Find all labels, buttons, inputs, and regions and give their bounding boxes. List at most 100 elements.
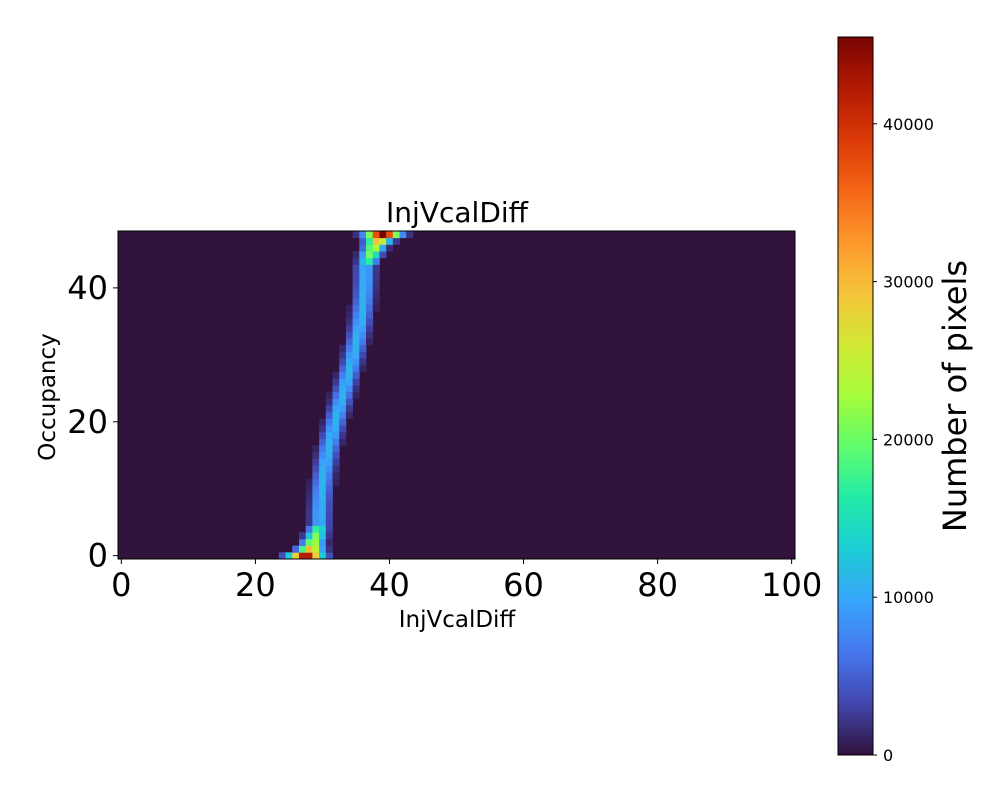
heatmap-cell xyxy=(332,431,340,439)
heatmap-cell xyxy=(325,471,333,480)
heatmap-cell xyxy=(372,244,380,252)
heatmap-cell xyxy=(332,378,340,386)
heatmap-cell xyxy=(305,505,313,513)
heatmap-cell xyxy=(345,351,354,359)
heatmap-cell xyxy=(339,418,347,426)
y-tick-label: 40 xyxy=(67,269,108,307)
heatmap-cell xyxy=(298,538,307,547)
heatmap-cell xyxy=(372,271,380,279)
heatmap-cell xyxy=(325,525,333,533)
heatmap-cell xyxy=(345,338,354,346)
heatmap-cell xyxy=(372,264,380,272)
heatmap-cell xyxy=(319,465,327,473)
heatmap-cell xyxy=(312,538,320,547)
heatmap-cell xyxy=(319,538,327,547)
heatmap-cell xyxy=(312,512,320,520)
heatmap-cell xyxy=(352,231,360,239)
heatmap-cell xyxy=(312,451,320,459)
heatmap-cell xyxy=(359,324,367,332)
heatmap-cell xyxy=(359,231,367,239)
heatmap-cell xyxy=(332,398,340,406)
heatmap-cell xyxy=(379,237,387,245)
heatmap-cell xyxy=(325,465,333,473)
heatmap-cell xyxy=(372,284,380,292)
heatmap-cell xyxy=(332,418,340,426)
heatmap-cell xyxy=(305,512,313,520)
heatmap-cell xyxy=(332,451,340,459)
y-tick-label: 20 xyxy=(67,403,108,441)
heatmap-cell xyxy=(305,532,313,540)
colorbar-tick-label: 30000 xyxy=(883,273,934,292)
x-axis-label: InjVcalDiff xyxy=(399,607,517,633)
colorbar-ticks: 0 10000 20000 30000 40000 xyxy=(873,115,934,765)
heatmap-cell xyxy=(386,237,394,245)
heatmap-cell xyxy=(319,545,327,553)
heatmap-cell xyxy=(298,552,307,560)
heatmap-cell xyxy=(319,438,327,446)
heatmap-cell xyxy=(359,331,367,339)
heatmap-cell xyxy=(312,485,320,493)
heatmap-cell xyxy=(359,338,367,346)
x-tick-label: 80 xyxy=(637,566,678,604)
heatmap-cell xyxy=(372,297,380,306)
heatmap-cell xyxy=(345,304,354,312)
x-tick-label: 20 xyxy=(235,566,276,604)
heatmap-cell xyxy=(325,398,333,406)
heatmap-cell xyxy=(366,318,374,326)
heatmap-cell xyxy=(292,545,300,553)
heatmap-cell xyxy=(325,518,333,526)
heatmap-cell xyxy=(345,364,354,372)
heatmap-cell xyxy=(352,384,360,393)
heatmap-cell xyxy=(319,505,327,513)
heatmap-cell xyxy=(372,304,380,312)
heatmap-cell xyxy=(339,411,347,419)
heatmap-cell xyxy=(339,364,347,372)
heatmap-cell xyxy=(366,251,374,259)
heatmap-cell xyxy=(352,378,360,386)
heatmap-cell xyxy=(345,398,354,406)
heatmap-cell xyxy=(406,231,414,239)
heatmap-cell xyxy=(319,451,327,459)
heatmap-cell xyxy=(386,231,394,239)
heatmap-cell xyxy=(312,478,320,486)
heatmap-cell xyxy=(366,237,374,245)
heatmap-cell xyxy=(305,552,313,560)
heatmap-cell xyxy=(325,478,333,486)
heatmap-cell xyxy=(312,471,320,480)
heatmap-cell xyxy=(366,324,374,332)
heatmap-cell xyxy=(325,458,333,466)
heatmap-cell xyxy=(325,391,333,399)
heatmap-cell xyxy=(359,344,367,352)
x-tick-label: 100 xyxy=(761,566,822,604)
heatmap-cell xyxy=(332,411,340,419)
y-axis-ticks: 0 20 40 xyxy=(67,269,118,575)
colorbar-tick-label: 10000 xyxy=(883,588,934,607)
heatmap-cell xyxy=(352,257,360,265)
heatmap-cell xyxy=(319,418,327,426)
heatmap-cell xyxy=(325,505,333,513)
heatmap-cell xyxy=(345,411,354,419)
heatmap-cell xyxy=(359,257,367,265)
heatmap-cell xyxy=(332,478,340,486)
heatmap-cell xyxy=(366,244,374,252)
heatmap-cells xyxy=(118,231,795,560)
heatmap-cell xyxy=(392,231,400,239)
heatmap-cell xyxy=(332,405,340,413)
heatmap-cell xyxy=(345,378,354,386)
heatmap-cell xyxy=(366,311,374,319)
heatmap-cell xyxy=(312,518,320,526)
heatmap-cell xyxy=(319,525,327,533)
heatmap-cell xyxy=(325,405,333,413)
heatmap-cell xyxy=(352,284,360,292)
heatmap-cell xyxy=(352,391,360,399)
y-axis-label: Occupancy xyxy=(35,333,61,461)
heatmap-cell xyxy=(399,231,407,239)
heatmap-cell xyxy=(325,538,333,547)
heatmap-cell xyxy=(359,318,367,326)
heatmap-cell xyxy=(345,344,354,352)
heatmap-cell xyxy=(352,311,360,319)
heatmap-cell xyxy=(345,324,354,332)
heatmap-cell xyxy=(325,451,333,459)
heatmap-background xyxy=(118,231,795,559)
